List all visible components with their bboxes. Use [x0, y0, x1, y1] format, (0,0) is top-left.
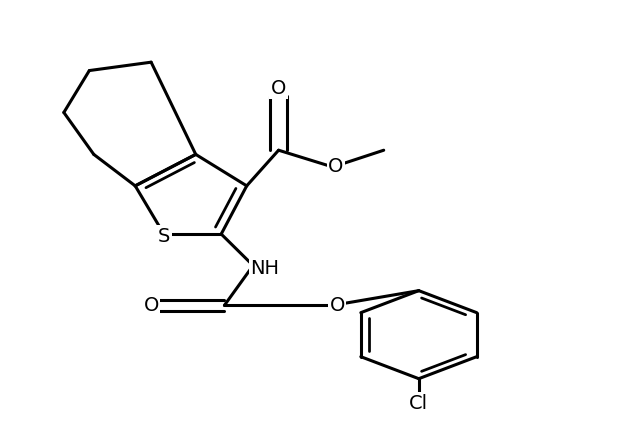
- Text: S: S: [157, 227, 170, 246]
- Text: NH: NH: [250, 260, 279, 279]
- Text: O: O: [143, 296, 159, 315]
- Text: O: O: [330, 296, 345, 315]
- Text: O: O: [271, 78, 286, 97]
- Text: O: O: [328, 157, 344, 176]
- Text: Cl: Cl: [409, 393, 428, 412]
